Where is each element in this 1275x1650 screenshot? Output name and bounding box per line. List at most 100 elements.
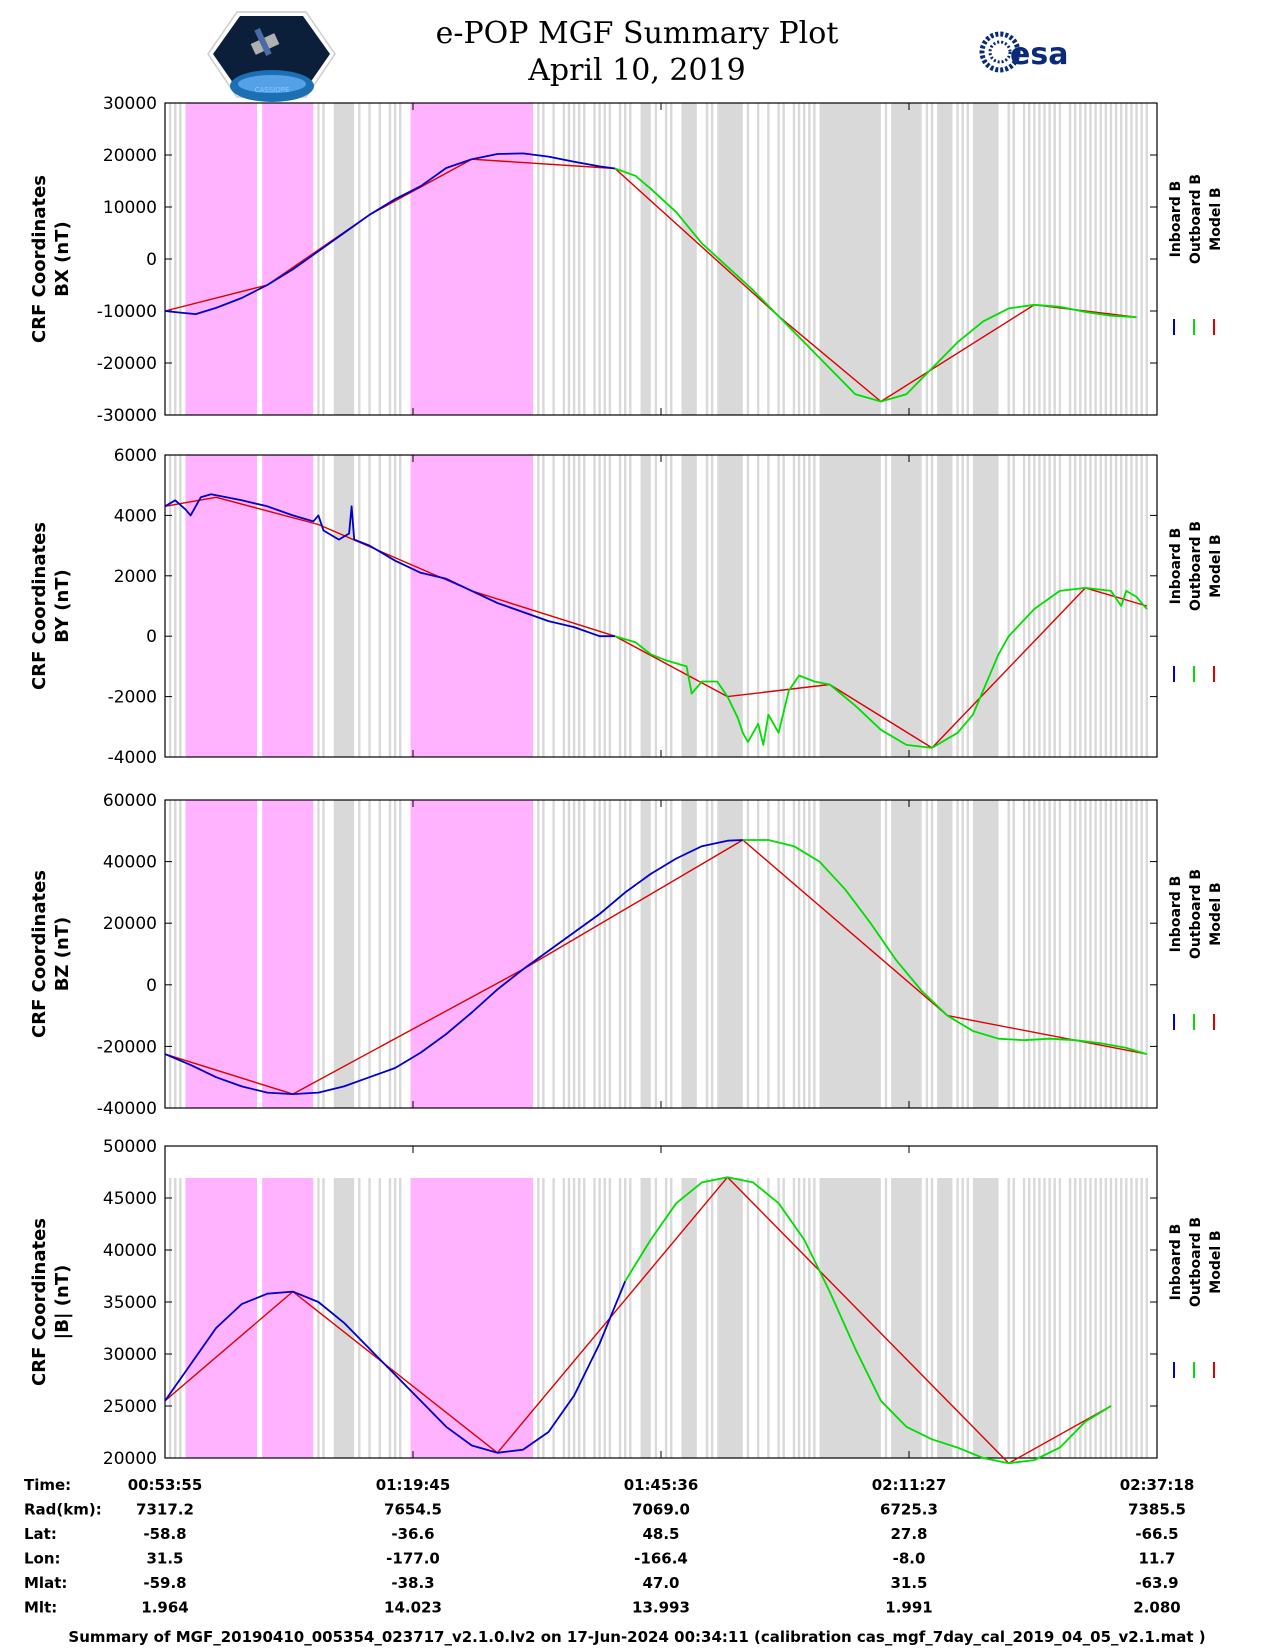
gray-shade-tick — [792, 455, 796, 757]
gray-shade-tick — [670, 103, 673, 415]
table-cell: 7317.2 — [136, 1501, 194, 1519]
y-tick-label: 25000 — [103, 1397, 157, 1417]
gray-shade-tick — [1043, 1178, 1046, 1458]
gray-shade-tick — [956, 1178, 959, 1458]
gray-shade-tick — [1048, 1178, 1051, 1458]
y-tick-label: 0 — [146, 976, 157, 996]
pink-shade-span — [185, 800, 258, 1108]
gray-shade-span — [333, 800, 355, 1108]
gray-shade-span — [681, 103, 697, 415]
y-tick-label: 35000 — [103, 1293, 157, 1313]
gray-shade-tick — [583, 800, 586, 1108]
gray-shade-tick — [777, 455, 780, 757]
y-tick-label: 50000 — [103, 1137, 157, 1157]
gray-shade-tick — [1089, 800, 1092, 1108]
gray-shade-tick — [1120, 103, 1123, 415]
gray-shade-tick — [654, 1178, 658, 1458]
legend-label: Outboard B — [1188, 174, 1204, 264]
gray-shade-tick — [1125, 455, 1128, 757]
y-tick-label: -20000 — [97, 1037, 157, 1057]
gray-shade-tick — [618, 800, 622, 1108]
gray-shade-tick — [583, 1178, 586, 1458]
gray-shade-span — [972, 103, 999, 415]
gray-shade-tick — [664, 800, 668, 1108]
gray-shade-tick — [1109, 800, 1113, 1108]
gray-shade-tick — [884, 103, 888, 415]
gray-shade-tick — [1114, 800, 1118, 1108]
gray-shade-tick — [664, 455, 668, 757]
gray-shade-tick — [317, 103, 320, 415]
gray-shade-tick — [1053, 455, 1056, 757]
esa-logo: esa — [979, 31, 1068, 73]
gray-shade-tick — [1027, 1178, 1031, 1458]
gray-shade-tick — [1094, 103, 1097, 415]
gray-shade-tick — [813, 800, 816, 1108]
gray-shade-tick — [705, 800, 709, 1108]
series-line-model-b — [164, 496, 1147, 749]
gray-shade-tick — [598, 455, 601, 757]
y-tick-label: 40000 — [103, 1241, 157, 1261]
gray-shade-tick — [577, 103, 581, 415]
gray-shade-tick — [1104, 800, 1108, 1108]
gray-shade-tick — [813, 1178, 816, 1458]
gray-shade-tick — [322, 103, 325, 415]
gray-shade-tick — [1114, 103, 1118, 415]
gray-shade-tick — [930, 800, 934, 1108]
table-cell: 1.964 — [141, 1599, 188, 1617]
table-cell: -177.0 — [386, 1550, 440, 1568]
table-cell: -166.4 — [634, 1550, 688, 1568]
gray-shade-tick — [797, 455, 801, 757]
gray-shade-tick — [1140, 103, 1143, 415]
gray-shade-tick — [368, 800, 371, 1108]
gray-shade-tick — [777, 800, 780, 1108]
y-tick-label: 45000 — [103, 1189, 157, 1209]
esa-logo-text: esa — [1010, 37, 1068, 72]
gray-shade-tick — [1068, 1178, 1072, 1458]
y-tick-label: -20000 — [97, 354, 157, 374]
gray-shade-tick — [608, 455, 612, 757]
gray-shade-tick — [552, 800, 555, 1108]
gray-shade-span — [819, 455, 881, 757]
gray-shade-tick — [1099, 455, 1102, 757]
gray-shade-span — [640, 1178, 651, 1458]
gray-shade-tick — [1038, 800, 1041, 1108]
gray-shade-tick — [664, 1178, 668, 1458]
gray-shade-tick — [537, 455, 540, 757]
y-tick-label: 30000 — [103, 1345, 157, 1365]
gray-shade-tick — [797, 1178, 801, 1458]
legend-label: Outboard B — [1188, 521, 1204, 611]
gray-shade-tick — [884, 800, 888, 1108]
gray-shade-span — [681, 800, 697, 1108]
gray-shade-tick — [174, 103, 177, 415]
gray-shade-tick — [966, 800, 970, 1108]
gray-shade-tick — [567, 455, 571, 757]
gray-shade-span — [819, 103, 881, 415]
gray-shade-tick — [756, 1178, 760, 1458]
gray-shade-tick — [388, 1178, 392, 1458]
y-tick-label: 20000 — [103, 146, 157, 166]
gray-shade-tick — [179, 800, 182, 1108]
chart-date: April 10, 2019 — [527, 53, 746, 88]
gray-shade-tick — [1130, 1178, 1133, 1458]
gray-shade-tick — [593, 103, 596, 415]
gray-shade-tick — [710, 800, 714, 1108]
gray-shade-tick — [629, 103, 632, 415]
gray-shade-span — [937, 800, 953, 1108]
gray-shade-tick — [552, 455, 555, 757]
gray-shade-tick — [1073, 103, 1077, 415]
gray-shade-span — [640, 103, 651, 415]
table-cell: 7385.5 — [1128, 1501, 1186, 1519]
gray-shade-tick — [618, 455, 622, 757]
gray-shade-tick — [1130, 103, 1133, 415]
gray-shade-tick — [624, 455, 627, 757]
table-row-label: Time: — [24, 1476, 71, 1494]
gray-shade-tick — [1073, 455, 1077, 757]
table-cell: 7069.0 — [632, 1501, 690, 1519]
gray-shade-tick — [670, 800, 673, 1108]
gray-shade-tick — [654, 455, 658, 757]
gray-shade-tick — [322, 1178, 325, 1458]
gray-shade-span — [717, 800, 743, 1108]
legend-label: Outboard B — [1188, 869, 1204, 959]
gray-shade-tick — [368, 103, 371, 415]
gray-shade-tick — [797, 103, 801, 415]
